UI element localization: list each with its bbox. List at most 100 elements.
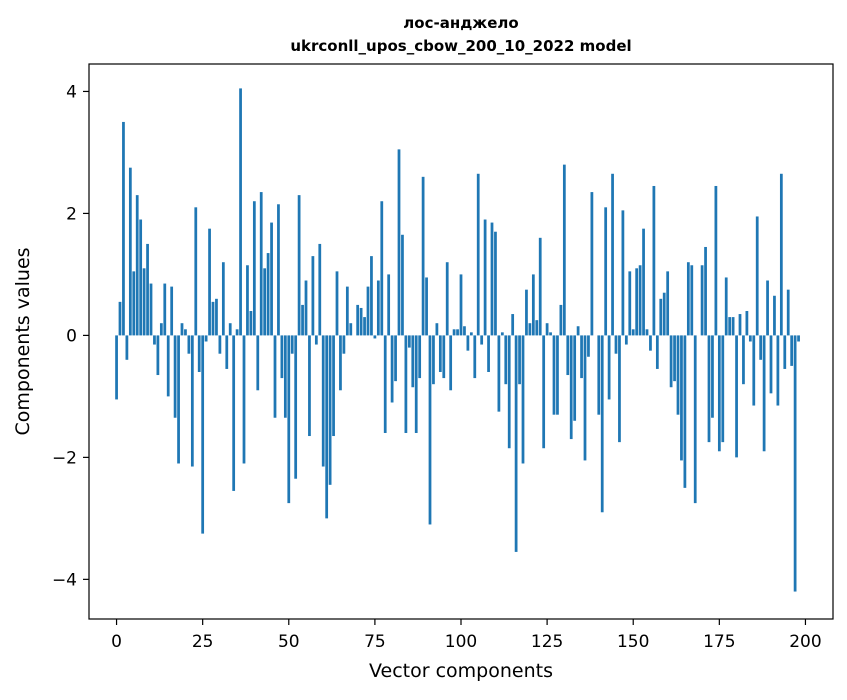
- bar: [511, 314, 514, 335]
- bar: [546, 323, 549, 335]
- bar: [308, 335, 311, 436]
- bar: [470, 332, 473, 335]
- bar: [718, 335, 721, 451]
- bar: [167, 335, 170, 396]
- bar: [625, 335, 628, 344]
- x-tick-label: 150: [617, 632, 649, 652]
- bar: [267, 253, 270, 335]
- bar: [294, 335, 297, 478]
- bar: [794, 335, 797, 591]
- bar: [563, 165, 566, 336]
- bar: [518, 335, 521, 384]
- bar: [573, 335, 576, 420]
- bar: [408, 335, 411, 347]
- bar: [749, 335, 752, 341]
- bar: [284, 335, 287, 417]
- bar: [363, 317, 366, 335]
- bar: [577, 326, 580, 335]
- bar: [146, 244, 149, 335]
- bar: [212, 302, 215, 336]
- bar: [322, 335, 325, 466]
- bar: [770, 335, 773, 393]
- bar: [160, 323, 163, 335]
- bar: [305, 281, 308, 336]
- bar: [150, 284, 153, 336]
- bar: [422, 177, 425, 336]
- bar: [119, 302, 122, 336]
- bar: [611, 174, 614, 336]
- bar: [260, 192, 263, 335]
- bar: [766, 281, 769, 336]
- bar: [504, 335, 507, 384]
- bar: [270, 223, 273, 336]
- bar: [566, 335, 569, 375]
- x-tick-label: 0: [111, 632, 122, 652]
- bar: [225, 335, 228, 369]
- x-tick-label: 175: [703, 632, 735, 652]
- bar: [236, 329, 239, 335]
- bar: [690, 265, 693, 335]
- bar: [387, 274, 390, 335]
- bar: [250, 311, 253, 335]
- bar: [491, 223, 494, 336]
- bars-group: [115, 88, 800, 591]
- bar: [604, 207, 607, 335]
- bar: [570, 335, 573, 439]
- bar: [556, 335, 559, 414]
- bar: [456, 329, 459, 335]
- bar: [704, 247, 707, 335]
- bar: [274, 335, 277, 417]
- bar: [477, 174, 480, 336]
- bar: [153, 335, 156, 344]
- bar: [553, 335, 556, 414]
- bar: [126, 335, 129, 359]
- bar: [301, 305, 304, 335]
- bar: [663, 293, 666, 336]
- bar: [587, 335, 590, 356]
- bar: [163, 284, 166, 336]
- bar: [787, 290, 790, 336]
- y-tick-label: 4: [66, 82, 77, 102]
- bar: [339, 335, 342, 390]
- bar: [384, 335, 387, 433]
- bar: [246, 265, 249, 335]
- bar: [694, 335, 697, 503]
- bar: [484, 220, 487, 336]
- bar: [529, 323, 532, 335]
- bar: [374, 335, 377, 338]
- bar: [432, 335, 435, 384]
- bar: [673, 335, 676, 381]
- bar: [728, 317, 731, 335]
- bar: [532, 274, 535, 335]
- bar: [356, 305, 359, 335]
- bar: [487, 335, 490, 372]
- bar: [281, 335, 284, 378]
- bar: [415, 335, 418, 433]
- bar: [367, 287, 370, 336]
- bar: [542, 335, 545, 448]
- bar: [560, 305, 563, 335]
- bar: [539, 238, 542, 336]
- bar: [391, 335, 394, 402]
- bar: [453, 329, 456, 335]
- bar: [480, 335, 483, 344]
- bar: [143, 268, 146, 335]
- bar: [777, 335, 780, 405]
- bar: [436, 323, 439, 335]
- bar: [115, 335, 118, 399]
- bar: [132, 271, 135, 335]
- bar: [467, 335, 470, 350]
- bar: [336, 271, 339, 335]
- bar: [215, 299, 218, 336]
- y-tick-label: −4: [52, 570, 77, 590]
- bar: [298, 195, 301, 335]
- bar: [773, 296, 776, 336]
- x-tick-label: 50: [278, 632, 300, 652]
- bar: [618, 335, 621, 442]
- x-tick-label: 25: [192, 632, 214, 652]
- bar: [646, 329, 649, 335]
- bar: [742, 335, 745, 384]
